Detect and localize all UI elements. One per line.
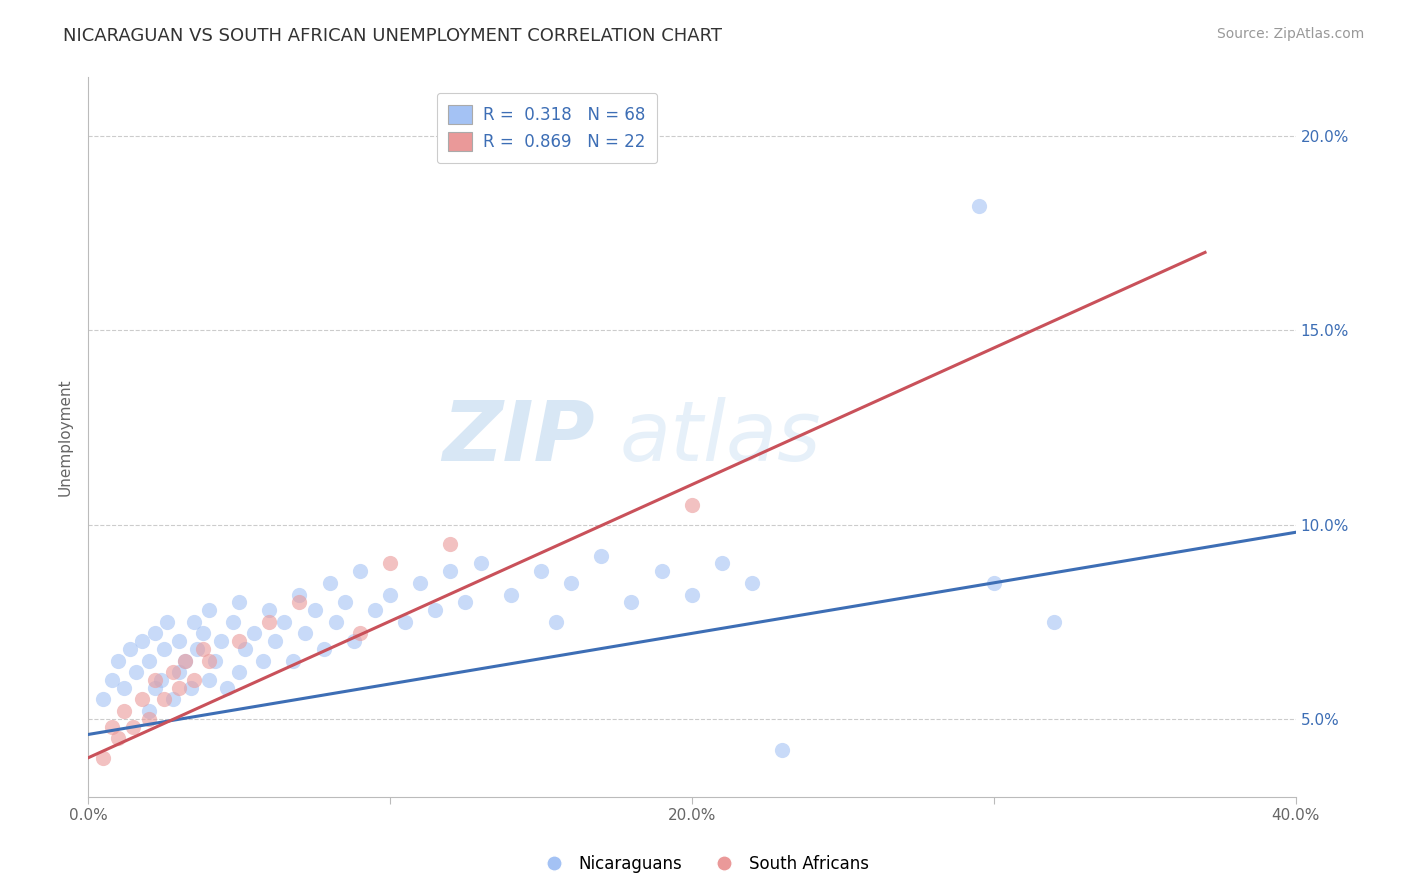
Point [198,603,221,617]
Point [209,634,232,648]
Point [167,634,190,648]
Point [378,557,401,571]
Point [138,654,160,668]
Point [409,575,432,590]
Point [318,575,340,590]
Point [681,587,703,601]
Point [149,673,172,687]
Point [101,673,124,687]
Y-axis label: Unemployment: Unemployment [58,378,72,496]
Point [333,595,356,609]
Point [499,587,522,601]
Point [620,595,643,609]
Point [470,557,492,571]
Text: NICARAGUAN VS SOUTH AFRICAN UNEMPLOYMENT CORRELATION CHART: NICARAGUAN VS SOUTH AFRICAN UNEMPLOYMENT… [63,27,723,45]
Point [138,712,160,726]
Point [162,665,184,680]
Point [530,564,553,578]
Text: atlas: atlas [620,397,821,477]
Point [259,615,281,629]
Legend: R =  0.318   N = 68, R =  0.869   N = 22: R = 0.318 N = 68, R = 0.869 N = 22 [437,93,658,163]
Legend: Nicaraguans, South Africans: Nicaraguans, South Africans [530,848,876,880]
Point [454,595,477,609]
Point [112,704,135,718]
Point [343,634,366,648]
Point [183,673,205,687]
Point [143,626,166,640]
Point [544,615,567,629]
Point [651,564,673,578]
Point [191,642,214,657]
Point [228,634,250,648]
Point [288,587,311,601]
Point [198,673,221,687]
Point [156,615,179,629]
Point [243,626,266,640]
Text: Source: ZipAtlas.com: Source: ZipAtlas.com [1216,27,1364,41]
Point [131,692,153,706]
Point [198,654,221,668]
Point [770,743,793,757]
Point [183,615,205,629]
Point [215,681,238,695]
Point [967,199,990,213]
Point [325,615,347,629]
Point [378,587,401,601]
Point [152,692,174,706]
Point [439,564,461,578]
Point [252,654,274,668]
Point [228,595,250,609]
Point [173,654,195,668]
Point [107,654,129,668]
Point [304,603,326,617]
Point [228,665,250,680]
Point [112,681,135,695]
Point [91,751,114,765]
Point [204,654,226,668]
Point [222,615,245,629]
Point [259,603,281,617]
Point [101,720,124,734]
Point [273,615,295,629]
Point [312,642,335,657]
Point [122,720,145,734]
Point [681,498,703,512]
Point [107,731,129,746]
Text: ZIP: ZIP [443,397,595,477]
Point [152,642,174,657]
Point [167,681,190,695]
Point [120,642,142,657]
Point [439,537,461,551]
Point [91,692,114,706]
Point [425,603,447,617]
Point [162,692,184,706]
Point [131,634,153,648]
Point [173,654,195,668]
Point [264,634,287,648]
Point [741,575,763,590]
Point [186,642,208,657]
Point [191,626,214,640]
Point [180,681,202,695]
Point [349,564,371,578]
Point [1043,615,1066,629]
Point [560,575,582,590]
Point [167,665,190,680]
Point [143,673,166,687]
Point [283,654,305,668]
Point [711,557,734,571]
Point [364,603,387,617]
Point [394,615,416,629]
Point [349,626,371,640]
Point [591,549,613,563]
Point [288,595,311,609]
Point [125,665,148,680]
Point [233,642,256,657]
Point [294,626,316,640]
Point [138,704,160,718]
Point [143,681,166,695]
Point [983,575,1005,590]
